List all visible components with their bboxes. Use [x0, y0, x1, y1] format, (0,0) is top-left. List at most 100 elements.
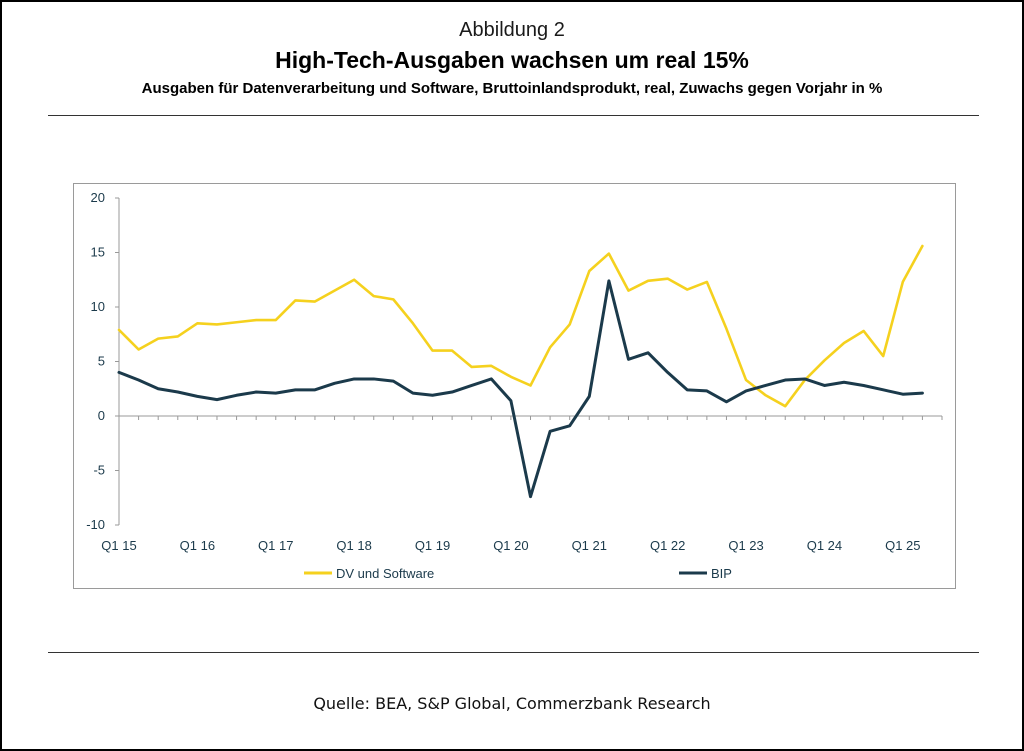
data-point-bip: [843, 381, 845, 383]
y-tick-label: -10: [86, 517, 105, 532]
x-tick-label: Q1 17: [258, 538, 293, 553]
data-point-bip: [588, 396, 590, 398]
data-point-bip: [510, 400, 512, 402]
x-tick-label: Q1 15: [101, 538, 136, 553]
figure-label: Abbildung 2: [459, 19, 565, 41]
data-point-dv-und-software: [432, 350, 434, 352]
data-point-dv-und-software: [824, 360, 826, 362]
data-point-bip: [686, 389, 688, 391]
y-tick-label: -5: [93, 463, 105, 478]
data-point-dv-und-software: [667, 278, 669, 280]
data-point-dv-und-software: [726, 328, 728, 330]
data-point-dv-und-software: [902, 281, 904, 283]
data-point-bip: [471, 385, 473, 387]
data-point-dv-und-software: [412, 323, 414, 325]
data-point-bip: [216, 399, 218, 401]
data-point-dv-und-software: [451, 350, 453, 352]
data-point-dv-und-software: [373, 295, 375, 297]
source-note: Quelle: BEA, S&P Global, Commerzbank Res…: [313, 694, 711, 713]
chart-title: High-Tech-Ausgaben wachsen um real 15%: [275, 47, 749, 73]
data-point-bip: [608, 280, 610, 282]
data-point-dv-und-software: [353, 279, 355, 281]
x-tick-label: Q1 22: [650, 538, 685, 553]
data-point-bip: [236, 394, 238, 396]
data-point-bip: [784, 379, 786, 381]
data-point-dv-und-software: [118, 329, 120, 331]
data-point-dv-und-software: [236, 321, 238, 323]
data-point-dv-und-software: [765, 394, 767, 396]
data-point-bip: [353, 378, 355, 380]
legend-label-bip: BIP: [711, 566, 732, 581]
chart-subtitle: Ausgaben für Datenverarbeitung und Softw…: [141, 80, 883, 97]
data-point-dv-und-software: [138, 349, 140, 351]
y-tick-label: 0: [98, 408, 105, 423]
data-point-bip: [393, 380, 395, 382]
data-point-dv-und-software: [843, 342, 845, 344]
data-point-bip: [569, 425, 571, 427]
data-point-bip: [295, 389, 297, 391]
data-point-bip: [197, 396, 199, 398]
data-point-bip: [157, 388, 159, 390]
data-point-bip: [863, 385, 865, 387]
data-point-dv-und-software: [491, 365, 493, 367]
data-point-bip: [373, 378, 375, 380]
data-point-bip: [922, 392, 924, 394]
data-point-bip: [432, 394, 434, 396]
data-point-bip: [647, 352, 649, 354]
y-tick-label: 20: [91, 190, 105, 205]
data-point-dv-und-software: [334, 290, 336, 292]
data-point-bip: [765, 385, 767, 387]
x-tick-label: Q1 21: [572, 538, 607, 553]
data-point-bip: [118, 372, 120, 374]
data-point-bip: [726, 401, 728, 403]
x-tick-label: Q1 19: [415, 538, 450, 553]
data-point-bip: [628, 359, 630, 361]
data-point-dv-und-software: [588, 270, 590, 272]
data-point-dv-und-software: [863, 330, 865, 332]
data-point-bip: [667, 372, 669, 374]
chart-area: 20 15 10 5 0 -5 -10 Q1 15 Q1 16 Q1 17 Q1 18 Q1 19 Q1…: [73, 183, 956, 589]
x-tick-label: Q1 23: [728, 538, 763, 553]
data-point-bip: [804, 378, 806, 380]
x-tick-label: Q1 25: [885, 538, 920, 553]
x-tick-label: Q1 16: [180, 538, 215, 553]
data-point-bip: [902, 393, 904, 395]
data-point-bip: [745, 390, 747, 392]
data-point-bip: [412, 392, 414, 394]
y-tick-label: 15: [91, 245, 105, 260]
data-point-dv-und-software: [530, 385, 532, 387]
data-point-dv-und-software: [471, 366, 473, 368]
data-point-dv-und-software: [393, 299, 395, 301]
data-point-dv-und-software: [314, 301, 316, 303]
data-point-dv-und-software: [608, 253, 610, 255]
y-tick-label: 10: [91, 299, 105, 314]
data-point-dv-und-software: [197, 323, 199, 325]
x-tick-label: Q1 20: [493, 538, 528, 553]
x-tick-label: Q1 18: [336, 538, 371, 553]
series-line-dv-und-software: [117, 244, 924, 408]
data-point-dv-und-software: [882, 355, 884, 357]
data-point-bip: [138, 379, 140, 381]
data-point-dv-und-software: [784, 405, 786, 407]
data-point-dv-und-software: [647, 280, 649, 282]
data-point-bip: [334, 383, 336, 385]
data-point-bip: [530, 496, 532, 498]
data-point-dv-und-software: [255, 319, 257, 321]
data-point-bip: [255, 391, 257, 393]
x-tick-label: Q1 24: [807, 538, 842, 553]
bottom-divider: [48, 652, 979, 653]
line-chart: 20 15 10 5 0 -5 -10 Q1 15 Q1 16 Q1 17 Q1 18 Q1 19 Q1…: [86, 190, 943, 581]
data-point-bip: [824, 385, 826, 387]
legend-label-dv-und-software: DV und Software: [336, 566, 434, 581]
data-point-dv-und-software: [628, 290, 630, 292]
data-point-bip: [706, 390, 708, 392]
data-point-bip: [275, 392, 277, 394]
data-point-bip: [451, 391, 453, 393]
series-line-bip: [117, 279, 924, 499]
data-point-dv-und-software: [295, 300, 297, 302]
data-point-bip: [882, 389, 884, 391]
data-point-dv-und-software: [686, 289, 688, 291]
data-point-dv-und-software: [157, 338, 159, 340]
data-point-bip: [314, 389, 316, 391]
